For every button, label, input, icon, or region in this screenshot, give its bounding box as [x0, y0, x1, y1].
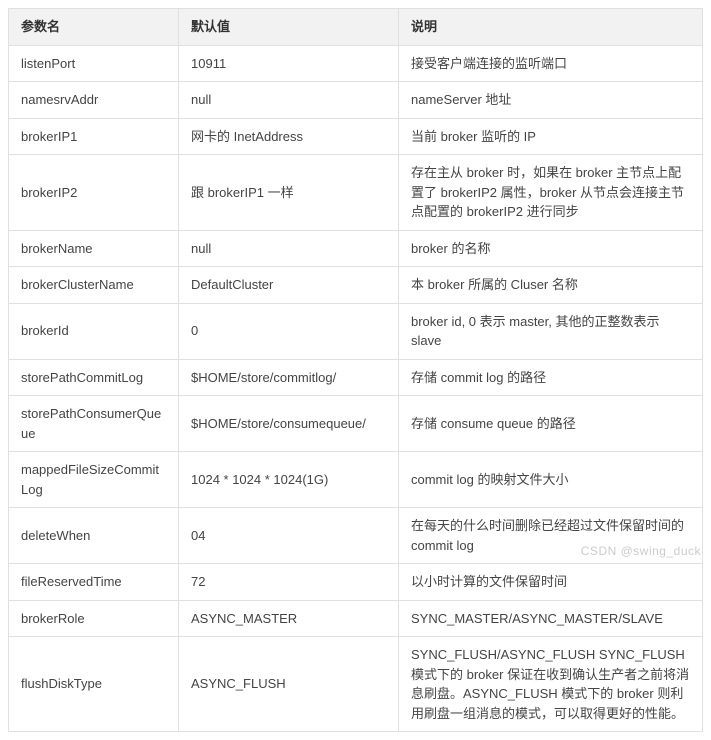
- cell-param: storePathCommitLog: [9, 359, 179, 396]
- cell-default: DefaultCluster: [179, 267, 399, 304]
- cell-param: brokerRole: [9, 600, 179, 637]
- cell-param: listenPort: [9, 45, 179, 82]
- cell-desc: 当前 broker 监听的 IP: [399, 118, 703, 155]
- cell-desc: commit log 的映射文件大小: [399, 452, 703, 508]
- col-header-default: 默认值: [179, 9, 399, 46]
- table-row: storePathCommitLog$HOME/store/commitlog/…: [9, 359, 703, 396]
- cell-param: deleteWhen: [9, 508, 179, 564]
- cell-desc: broker 的名称: [399, 230, 703, 267]
- cell-param: storePathConsumerQueue: [9, 396, 179, 452]
- table-row: brokerNamenullbroker 的名称: [9, 230, 703, 267]
- cell-desc: 存在主从 broker 时，如果在 broker 主节点上配置了 brokerI…: [399, 155, 703, 231]
- cell-desc: 本 broker 所属的 Cluser 名称: [399, 267, 703, 304]
- cell-default: 跟 brokerIP1 一样: [179, 155, 399, 231]
- cell-default: 72: [179, 564, 399, 601]
- table-row: fileReservedTime72以小时计算的文件保留时间: [9, 564, 703, 601]
- cell-default: 10911: [179, 45, 399, 82]
- table-row: listenPort10911接受客户端连接的监听端口: [9, 45, 703, 82]
- cell-desc: 存储 commit log 的路径: [399, 359, 703, 396]
- cell-default: $HOME/store/consumequeue/: [179, 396, 399, 452]
- cell-desc: 以小时计算的文件保留时间: [399, 564, 703, 601]
- cell-default: ASYNC_FLUSH: [179, 637, 399, 732]
- cell-default: 0: [179, 303, 399, 359]
- cell-param: flushDiskType: [9, 637, 179, 732]
- cell-param: fileReservedTime: [9, 564, 179, 601]
- cell-param: brokerIP2: [9, 155, 179, 231]
- cell-param: mappedFileSizeCommitLog: [9, 452, 179, 508]
- cell-default: 04: [179, 508, 399, 564]
- cell-desc: nameServer 地址: [399, 82, 703, 119]
- cell-desc: 在每天的什么时间删除已经超过文件保留时间的 commit log: [399, 508, 703, 564]
- cell-param: brokerId: [9, 303, 179, 359]
- table-row: brokerIP2跟 brokerIP1 一样存在主从 broker 时，如果在…: [9, 155, 703, 231]
- col-header-param: 参数名: [9, 9, 179, 46]
- cell-param: namesrvAddr: [9, 82, 179, 119]
- table-row: storePathConsumerQueue$HOME/store/consum…: [9, 396, 703, 452]
- cell-desc: 存储 consume queue 的路径: [399, 396, 703, 452]
- cell-param: brokerName: [9, 230, 179, 267]
- cell-default: 1024 * 1024 * 1024(1G): [179, 452, 399, 508]
- config-params-table: 参数名 默认值 说明 listenPort10911接受客户端连接的监听端口na…: [8, 8, 703, 732]
- table-row: brokerIP1网卡的 InetAddress当前 broker 监听的 IP: [9, 118, 703, 155]
- table-row: flushDiskTypeASYNC_FLUSHSYNC_FLUSH/ASYNC…: [9, 637, 703, 732]
- cell-default: null: [179, 82, 399, 119]
- table-header-row: 参数名 默认值 说明: [9, 9, 703, 46]
- cell-desc: broker id, 0 表示 master, 其他的正整数表示 slave: [399, 303, 703, 359]
- cell-default: ASYNC_MASTER: [179, 600, 399, 637]
- table-body: listenPort10911接受客户端连接的监听端口namesrvAddrnu…: [9, 45, 703, 732]
- table-row: brokerRoleASYNC_MASTERSYNC_MASTER/ASYNC_…: [9, 600, 703, 637]
- cell-param: brokerIP1: [9, 118, 179, 155]
- cell-desc: 接受客户端连接的监听端口: [399, 45, 703, 82]
- cell-desc: SYNC_FLUSH/ASYNC_FLUSH SYNC_FLUSH 模式下的 b…: [399, 637, 703, 732]
- cell-default: null: [179, 230, 399, 267]
- table-row: brokerId0broker id, 0 表示 master, 其他的正整数表…: [9, 303, 703, 359]
- cell-default: 网卡的 InetAddress: [179, 118, 399, 155]
- cell-default: $HOME/store/commitlog/: [179, 359, 399, 396]
- table-row: namesrvAddrnullnameServer 地址: [9, 82, 703, 119]
- table-row: brokerClusterNameDefaultCluster本 broker …: [9, 267, 703, 304]
- col-header-desc: 说明: [399, 9, 703, 46]
- table-row: deleteWhen04在每天的什么时间删除已经超过文件保留时间的 commit…: [9, 508, 703, 564]
- table-row: mappedFileSizeCommitLog1024 * 1024 * 102…: [9, 452, 703, 508]
- cell-desc: SYNC_MASTER/ASYNC_MASTER/SLAVE: [399, 600, 703, 637]
- cell-param: brokerClusterName: [9, 267, 179, 304]
